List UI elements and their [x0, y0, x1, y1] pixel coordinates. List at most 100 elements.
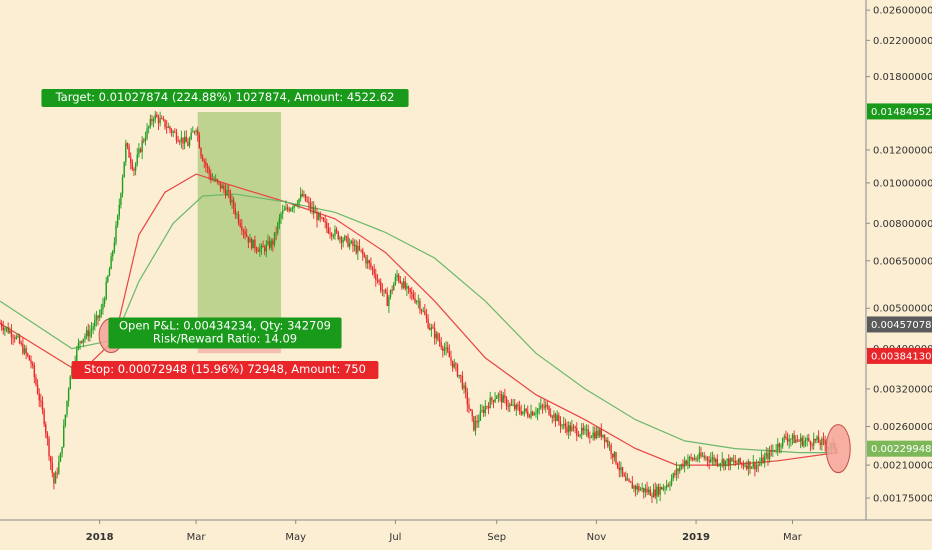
candle	[399, 276, 402, 284]
candle	[724, 460, 727, 471]
candle	[701, 452, 704, 458]
candle	[234, 202, 236, 219]
y-tick-label: 0.02200000	[873, 36, 932, 47]
candle	[257, 246, 259, 253]
candle	[543, 399, 545, 411]
candle	[53, 472, 55, 490]
candle	[309, 197, 312, 214]
candle	[172, 130, 174, 138]
candle	[685, 459, 687, 465]
candle	[146, 123, 148, 141]
candle	[618, 460, 620, 478]
price-axis[interactable]: 0.02600000 0.02200000 0.01800000 0.01200000…	[865, 0, 932, 520]
candle	[219, 182, 222, 192]
target-zone	[197, 112, 282, 340]
candle	[584, 425, 586, 435]
candle	[679, 464, 681, 474]
candle	[628, 478, 630, 483]
x-tick-label: Nov	[587, 532, 607, 543]
candle	[703, 451, 705, 461]
candle	[801, 435, 803, 448]
candle	[510, 398, 513, 406]
candle	[95, 310, 98, 327]
candle	[512, 399, 514, 407]
candle	[580, 423, 583, 440]
candle	[236, 211, 238, 220]
candle	[456, 363, 459, 378]
time-axis[interactable]: 2018 Mar May Jul Sep Nov 2019 Mar	[0, 519, 932, 543]
candle	[602, 434, 604, 439]
candle	[504, 388, 506, 404]
x-tick-label: Sep	[487, 532, 506, 543]
candle	[734, 454, 736, 466]
candle	[85, 326, 88, 340]
candle	[353, 239, 356, 252]
candle	[126, 142, 129, 150]
candle	[741, 461, 743, 469]
candle	[183, 130, 186, 150]
candle	[31, 361, 34, 369]
candle	[232, 196, 235, 215]
candle	[455, 361, 457, 372]
candle	[7, 322, 9, 334]
candle	[381, 283, 384, 297]
candle	[778, 442, 781, 454]
candle	[692, 457, 694, 462]
candle	[228, 184, 230, 199]
candle	[94, 313, 96, 331]
candle	[188, 136, 191, 149]
candle	[121, 174, 124, 198]
candle	[30, 355, 32, 369]
candle	[585, 424, 588, 437]
candle	[306, 196, 308, 204]
candle	[719, 462, 722, 472]
candle	[631, 475, 634, 489]
candle	[499, 390, 501, 402]
candle	[559, 416, 562, 433]
candle	[538, 402, 540, 415]
candle	[4, 326, 6, 336]
candle	[798, 439, 800, 442]
candle	[308, 196, 310, 210]
candle	[442, 345, 444, 358]
candle	[638, 483, 640, 493]
candle	[713, 454, 715, 466]
candle	[623, 472, 625, 477]
candle	[669, 481, 671, 491]
candle	[125, 139, 127, 166]
candle	[283, 205, 286, 211]
candle	[69, 375, 71, 390]
candle	[608, 441, 611, 451]
candle	[355, 239, 357, 255]
candle	[729, 456, 732, 471]
candle	[2, 320, 4, 335]
candle	[762, 454, 764, 464]
candle	[647, 486, 650, 495]
candle	[576, 422, 578, 442]
candle	[509, 402, 511, 413]
candle	[814, 438, 817, 444]
candle	[674, 470, 676, 478]
candle	[165, 120, 168, 134]
candle	[768, 446, 771, 463]
candle	[476, 414, 478, 428]
candle	[113, 237, 116, 254]
candle	[564, 418, 567, 434]
candle	[757, 460, 759, 473]
candle	[54, 470, 57, 484]
candle	[264, 244, 266, 256]
candle	[48, 435, 50, 461]
candle	[657, 483, 660, 497]
candle	[607, 436, 609, 449]
candle	[97, 314, 99, 326]
candle	[211, 173, 214, 181]
candle	[347, 233, 349, 248]
candle	[134, 162, 137, 176]
candle	[59, 452, 62, 463]
candle	[518, 400, 521, 415]
candle	[105, 276, 107, 301]
candle	[783, 433, 786, 443]
candle	[231, 194, 233, 209]
y-tick-label: 0.00175000	[873, 494, 932, 505]
